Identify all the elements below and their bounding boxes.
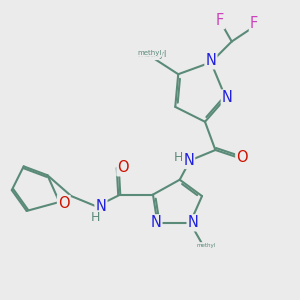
Text: F: F [216,13,224,28]
Text: N: N [183,153,194,168]
Text: H: H [173,151,183,164]
Text: methyl: methyl [137,50,166,59]
Text: H: H [90,211,100,224]
Text: methyl: methyl [197,243,216,248]
Text: N: N [188,215,199,230]
Text: F: F [250,16,258,31]
Text: N: N [95,199,106,214]
Text: N: N [151,215,161,230]
Text: N: N [222,91,233,106]
Text: methyl: methyl [138,50,162,56]
Text: O: O [236,150,248,165]
Text: O: O [117,160,129,175]
Text: O: O [58,196,70,211]
Text: N: N [206,53,216,68]
